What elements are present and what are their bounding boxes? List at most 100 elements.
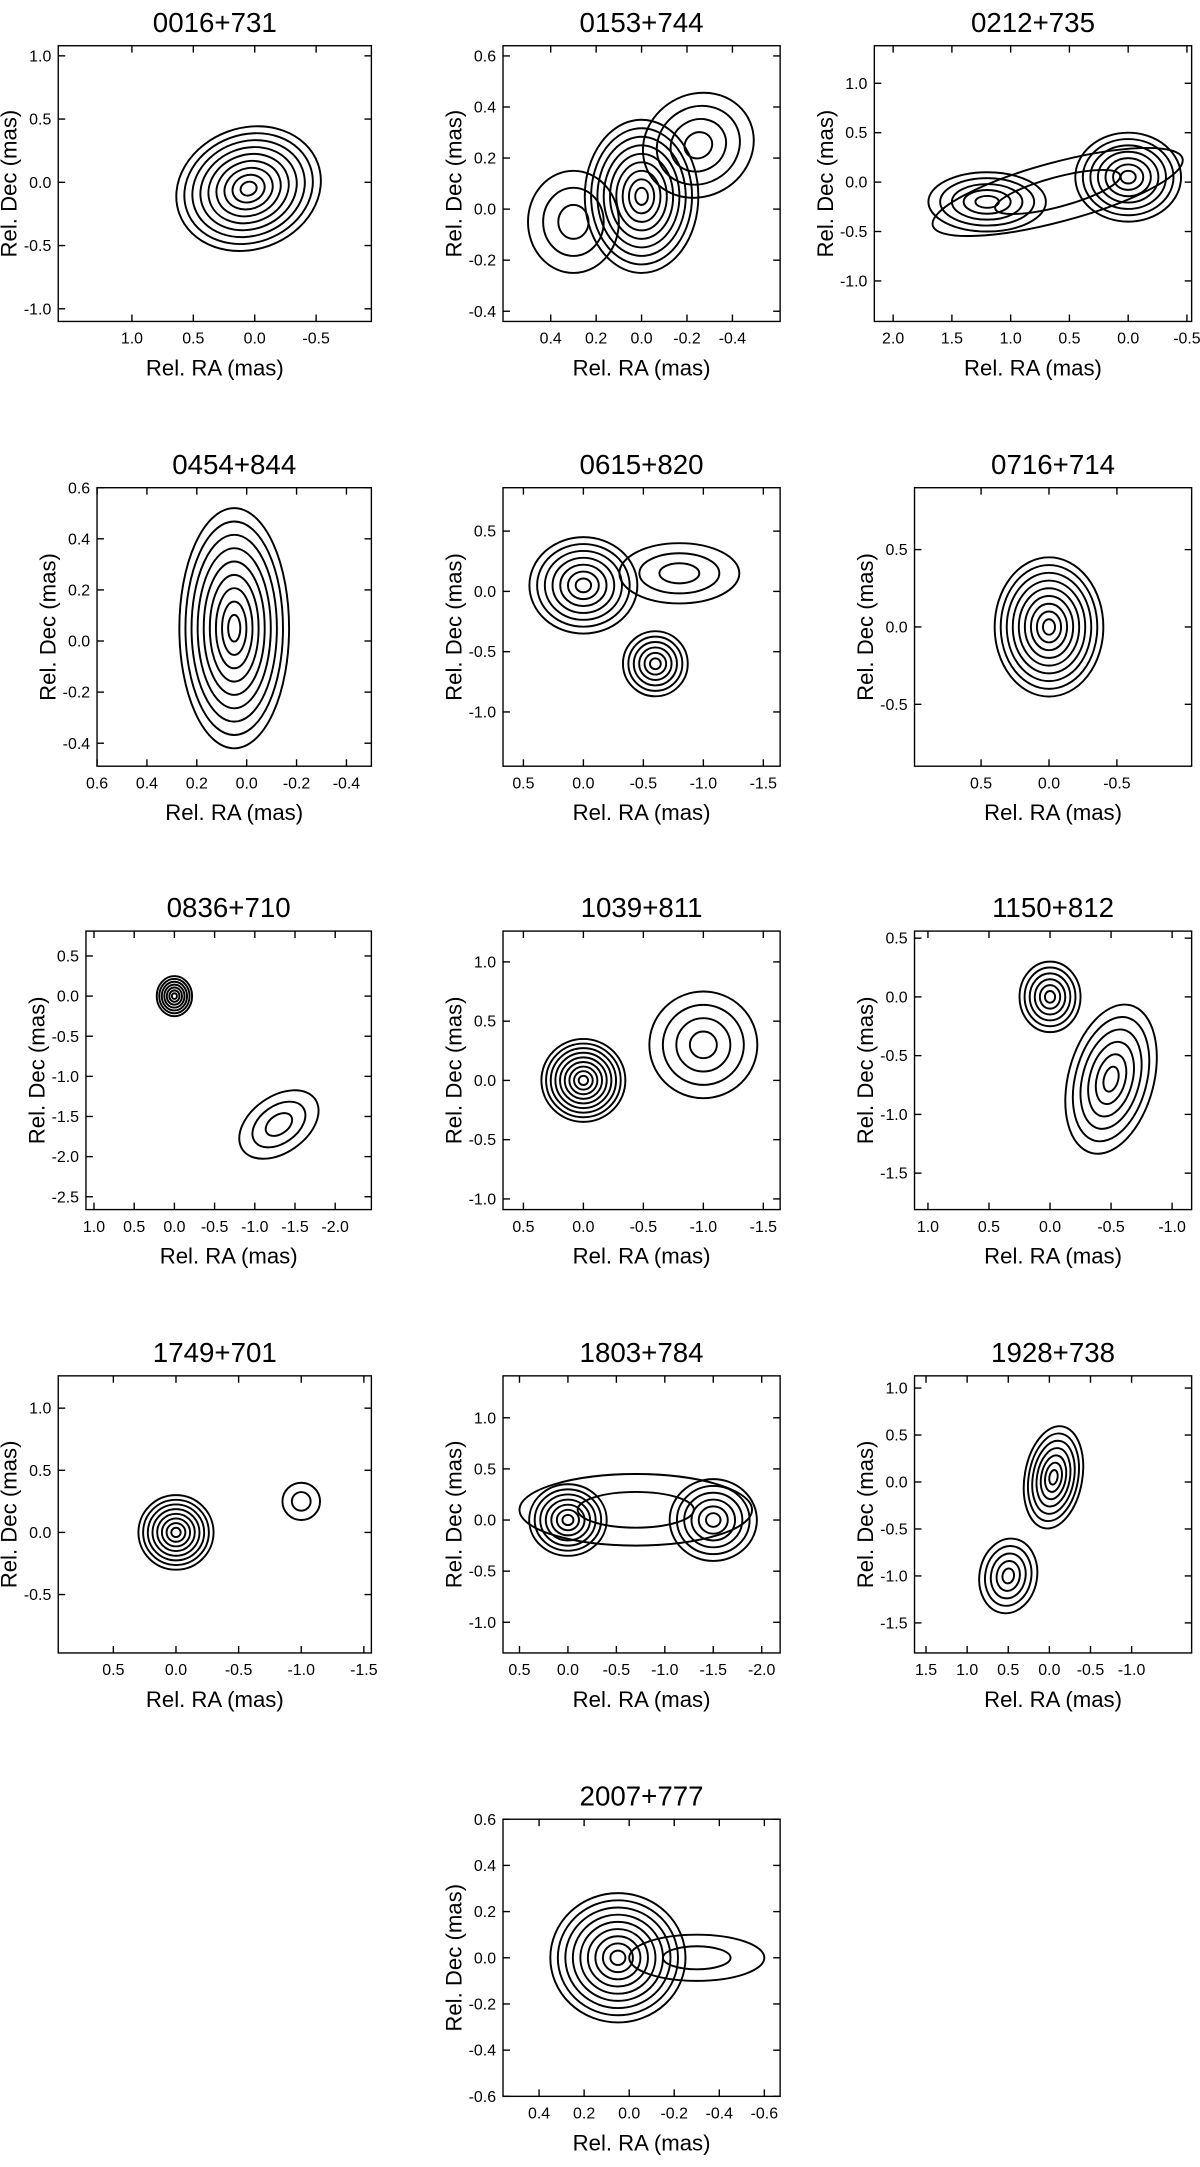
contour-line (628, 1933, 766, 1982)
x-tick-label: 2.0 (882, 331, 904, 348)
contour-line (668, 1478, 758, 1562)
contour-line (993, 556, 1105, 698)
plot-frame (85, 930, 373, 1211)
x-axis-label: Rel. RA (mas) (160, 1244, 298, 1269)
contour-line (160, 980, 189, 1012)
y-tick-label: -0.2 (469, 253, 497, 270)
y-tick-label: 0.0 (885, 620, 907, 637)
contour-line (978, 1537, 1039, 1615)
x-axis-label: Rel. RA (mas) (573, 800, 711, 825)
contour-line (184, 520, 284, 736)
contours (540, 990, 759, 1123)
contour-line (989, 1552, 1027, 1600)
contours (155, 975, 320, 1160)
contour-line (641, 91, 755, 199)
y-axis-label: Rel. Dec (mas) (853, 1441, 878, 1589)
x-tick-label: 0.0 (630, 331, 652, 348)
contour-line (1112, 163, 1145, 191)
contour-line (1119, 169, 1137, 185)
panel-title: 0716+714 (991, 449, 1115, 480)
x-tick-label: 0.0 (236, 775, 258, 792)
y-tick-label: 0.0 (57, 989, 79, 1006)
x-tick-label: 0.0 (244, 331, 266, 348)
y-tick-label: -0.5 (880, 1048, 908, 1065)
contour-line (683, 1491, 744, 1549)
contour-line (573, 1070, 594, 1091)
x-tick-label: 0.0 (165, 1662, 187, 1679)
contour-line (1005, 571, 1093, 683)
contour-line (675, 1017, 732, 1073)
y-tick-label: 0.6 (474, 48, 496, 65)
x-tick-label: -0.5 (201, 1219, 229, 1236)
x-axis-label: Rel. RA (mas) (146, 1687, 284, 1712)
contour-line (215, 159, 282, 218)
x-tick-label: -1.5 (350, 1662, 378, 1679)
x-axis-label: Rel. RA (mas) (573, 1244, 711, 1269)
plot-frame (96, 487, 373, 767)
y-tick-label: 1.0 (885, 1381, 907, 1398)
contour-line (1074, 131, 1183, 223)
x-tick-label: 0.5 (123, 1219, 145, 1236)
contour-line (557, 203, 590, 240)
y-tick-label: 0.2 (68, 582, 90, 599)
y-axis-label: Rel. Dec (mas) (35, 553, 60, 701)
y-tick-label: 1.0 (29, 48, 51, 65)
y-axis-label: Rel. Dec (mas) (441, 110, 466, 258)
contour-line (962, 189, 1012, 215)
y-tick-label: -2.0 (52, 1149, 80, 1166)
contour-line (566, 570, 600, 601)
contour-line (183, 132, 314, 246)
contour-line (574, 577, 593, 594)
x-tick-label: -0.5 (1097, 1219, 1125, 1236)
y-tick-label: -1.5 (880, 1166, 908, 1183)
contour-line (1018, 960, 1082, 1034)
plot-frame (57, 1375, 373, 1654)
x-axis-label: Rel. RA (mas) (165, 800, 303, 825)
x-tick-label: -0.4 (719, 331, 747, 348)
contour-line (221, 600, 248, 656)
contour-line (1029, 602, 1069, 652)
y-axis-label: Rel. Dec (mas) (0, 1441, 22, 1589)
x-tick-label: -0.5 (1103, 775, 1131, 792)
contour-line (549, 1047, 618, 1114)
x-tick-label: -1.0 (1118, 1662, 1146, 1679)
panel-title: 2007+777 (580, 1780, 704, 1811)
contour-line (536, 543, 631, 628)
contour-line (142, 1498, 210, 1567)
contour-line (618, 542, 741, 605)
contour-line (551, 556, 616, 614)
contour-line (632, 641, 678, 687)
y-tick-label: -1.5 (880, 1615, 908, 1632)
x-tick-label: 0.6 (86, 775, 108, 792)
contour-line (994, 168, 1122, 215)
y-axis-label: Rel. Dec (mas) (441, 996, 466, 1144)
contour-line (527, 169, 620, 274)
contour-line (1031, 1439, 1076, 1515)
contour-line (1038, 984, 1062, 1010)
y-tick-label: 0.5 (885, 931, 907, 948)
x-tick-label: 0.2 (573, 2106, 595, 2123)
x-tick-label: -1.5 (700, 1662, 728, 1679)
x-tick-label: 0.2 (585, 331, 607, 348)
x-tick-label: -0.5 (1173, 331, 1200, 348)
contour-line (1027, 1432, 1080, 1523)
x-tick-label: 0.0 (1038, 775, 1060, 792)
contour-line (214, 587, 254, 670)
x-tick-label: -0.5 (630, 1219, 658, 1236)
x-axis-label: Rel. RA (mas) (146, 355, 284, 380)
contour-line (158, 977, 191, 1015)
y-tick-label: -0.5 (24, 1587, 52, 1604)
contour-line (568, 1065, 599, 1096)
x-tick-label: 0.4 (136, 775, 158, 792)
plot-frame (873, 45, 1193, 323)
y-axis-label: Rel. Dec (mas) (441, 553, 466, 701)
y-tick-label: 0.5 (474, 1014, 496, 1031)
x-tick-label: 0.0 (557, 1662, 579, 1679)
panel: 1.0 0.5 0.0 -0.5 -1.0 -1.5 -1.0 -0.5 0.0 0.5 1150+… (853, 892, 1193, 1269)
x-tick-label: 0.0 (163, 1219, 185, 1236)
x-tick-label: 0.0 (1039, 1219, 1061, 1236)
y-tick-label: 0.0 (845, 175, 867, 192)
x-axis-label: Rel. RA (mas) (984, 1687, 1122, 1712)
x-tick-label: 1.0 (956, 1662, 978, 1679)
y-tick-label: 0.5 (885, 1428, 907, 1445)
